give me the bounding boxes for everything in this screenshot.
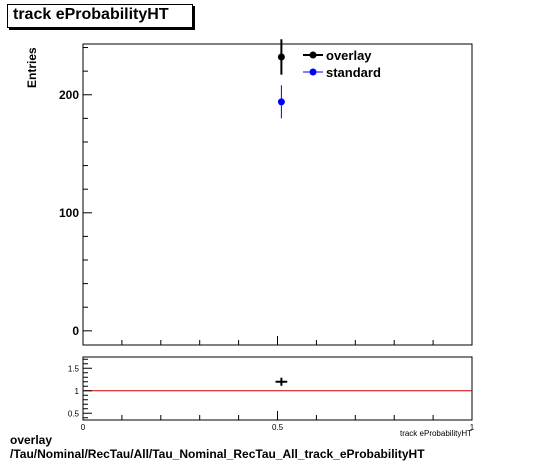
ratio-x-tick-label: 1 <box>470 423 475 432</box>
main-plot-frame <box>82 43 473 346</box>
overlay-point <box>277 53 285 61</box>
overlay-legend-label: overlay <box>326 48 372 63</box>
y-tick-label: 100 <box>59 206 79 220</box>
footer-path: /Tau/Nominal/RecTau/All/Tau_Nominal_RecT… <box>10 447 425 461</box>
y-tick-label: 0 <box>72 324 79 338</box>
ratio-y-tick-label: 1.5 <box>68 364 80 373</box>
ratio-y-tick-label: 0.5 <box>68 409 80 418</box>
histogram-title-box: track eProbabilityHT <box>7 4 193 28</box>
ratio-plot-panel: 0.511.50 0.5 1 <box>68 356 475 432</box>
standard-legend-label: standard <box>326 65 381 80</box>
standard-legend-marker <box>309 68 317 76</box>
ratio-y-tick-label: 1 <box>75 387 80 396</box>
main-plot-panel: 0 100 200 overlay standard <box>59 39 473 346</box>
y-tick-label: 200 <box>59 88 79 102</box>
ratio-plot-frame <box>82 356 473 421</box>
footer-label: overlay <box>10 433 53 447</box>
y-axis-label: Entries <box>25 47 39 88</box>
ratio-x-tick-label: 0.5 <box>272 423 284 432</box>
histogram-title: track eProbabilityHT <box>13 6 169 23</box>
overlay-legend-marker <box>309 51 317 59</box>
standard-point <box>277 98 285 106</box>
ratio-x-tick-label: 0 <box>81 423 86 432</box>
x-axis-label: track eProbabilityHT <box>400 429 472 438</box>
